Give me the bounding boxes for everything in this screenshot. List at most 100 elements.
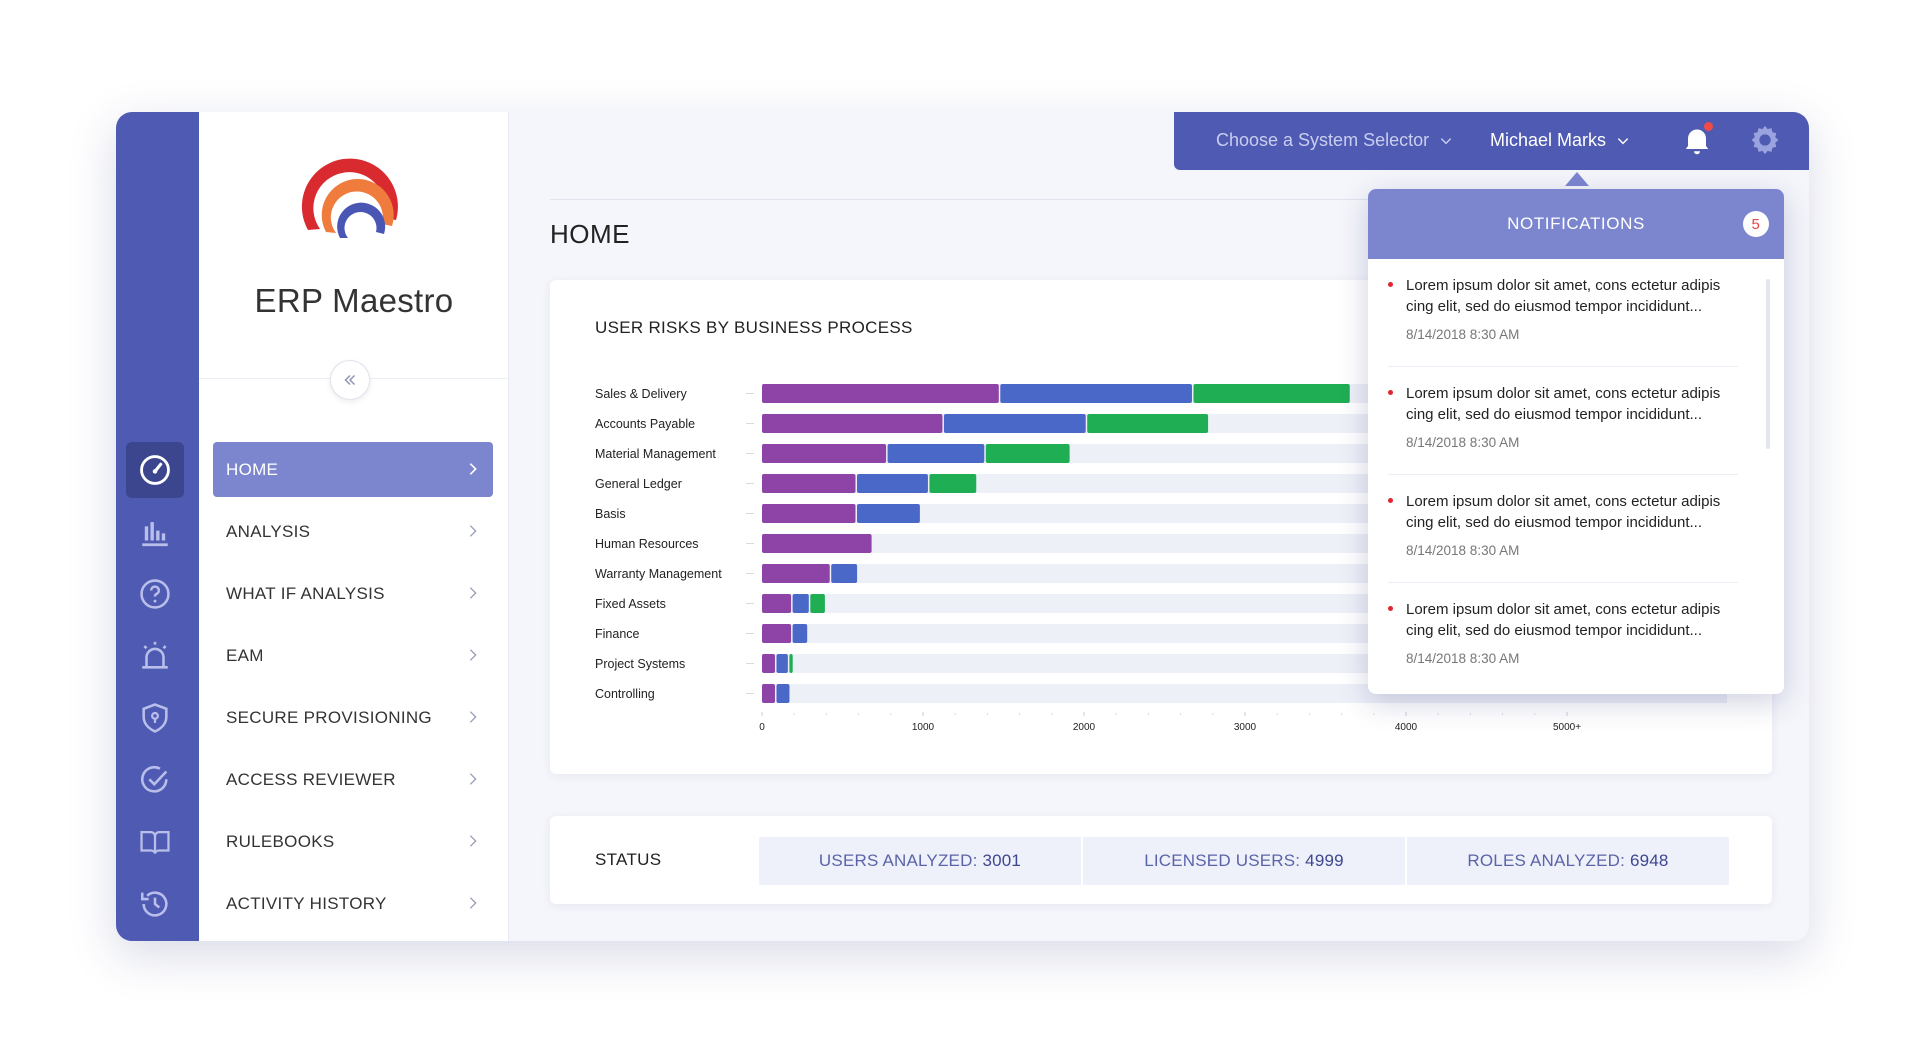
sidebar-item-rulebooks[interactable]: RULEBOOKS xyxy=(213,814,493,869)
rail-provisioning-button[interactable] xyxy=(126,690,184,746)
bar-segment xyxy=(762,534,872,553)
chevron-right-icon xyxy=(469,711,477,723)
rail-dashboard-button[interactable] xyxy=(126,442,184,498)
bar-segment xyxy=(762,414,943,433)
bar-segment xyxy=(856,474,928,493)
sidebar-item-label: ACCESS REVIEWER xyxy=(226,769,396,789)
roles-analyzed-label: ROLES ANALYZED: xyxy=(1467,851,1626,870)
chevron-right-icon xyxy=(469,525,477,537)
category-label: General Ledger xyxy=(595,477,682,491)
chevron-right-icon xyxy=(469,773,477,785)
sidebar-item-what-if-analysis[interactable]: WHAT IF ANALYSIS xyxy=(213,566,493,621)
bar-segment xyxy=(762,564,830,583)
licensed-users-stat: LICENSED USERS: 4999 xyxy=(1083,837,1405,885)
rail-eam-button[interactable] xyxy=(126,628,184,684)
bar-segment xyxy=(1087,414,1209,433)
chevron-down-icon xyxy=(1440,137,1452,144)
rail-rulebooks-button[interactable] xyxy=(126,814,184,870)
system-selector-label: Choose a System Selector xyxy=(1216,130,1430,150)
brand-name: ERP Maestro xyxy=(254,282,454,319)
user-risks-chart: Sales & Delivery Accounts Payable Material… xyxy=(595,384,1727,733)
page-title: HOME xyxy=(550,219,630,249)
category-label: Accounts Payable xyxy=(595,417,695,431)
category-label: Material Management xyxy=(595,447,716,461)
unread-dot xyxy=(1388,390,1393,395)
sidebar-item-label: SECURE PROVISIONING xyxy=(226,707,432,727)
rail-history-button[interactable] xyxy=(126,876,184,932)
category-label: Basis xyxy=(595,507,626,521)
notification-item[interactable]: Lorem ipsum dolor sit amet, cons ectetur… xyxy=(1388,475,1738,583)
notifications-scrollbar[interactable] xyxy=(1766,279,1770,449)
sidebar-item-label: ANALYSIS xyxy=(226,521,311,541)
notifications-count-badge: 5 xyxy=(1743,211,1769,237)
x-tick-label: 3000 xyxy=(1234,722,1257,733)
users-analyzed-value: 3001 xyxy=(982,851,1022,870)
icon-rail xyxy=(116,112,199,941)
bar-segment xyxy=(810,594,825,613)
sidebar-item-access-reviewer[interactable]: ACCESS REVIEWER xyxy=(213,752,493,807)
sidebar-item-label: EAM xyxy=(226,645,264,665)
gear-icon[interactable] xyxy=(1748,123,1782,157)
bar-segment xyxy=(943,414,1086,433)
sidebar-item-home[interactable]: HOME xyxy=(213,442,493,497)
x-tick-label: 1000 xyxy=(912,722,935,733)
double-chevron-left-icon xyxy=(344,374,356,386)
bar-segment xyxy=(776,654,788,673)
sidebar-item-activity-history[interactable]: ACTIVITY HISTORY xyxy=(213,876,493,931)
sidebar-item-secure-provisioning[interactable]: SECURE PROVISIONING xyxy=(213,690,493,745)
chevron-right-icon xyxy=(469,649,477,661)
collapse-sidebar-button[interactable] xyxy=(330,360,370,400)
notification-text: Lorem ipsum dolor sit amet, cons ectetur… xyxy=(1406,385,1721,423)
sidebar-item-label: ACTIVITY HISTORY xyxy=(226,893,387,913)
notification-text: Lorem ipsum dolor sit amet, cons ectetur… xyxy=(1406,601,1721,639)
category-label: Warranty Management xyxy=(595,567,722,581)
rail-analysis-button[interactable] xyxy=(126,504,184,560)
bell-icon[interactable] xyxy=(1679,122,1715,158)
bar-segment xyxy=(762,654,775,673)
unread-dot xyxy=(1388,606,1393,611)
notification-time: 8/14/2018 8:30 AM xyxy=(1406,651,1520,666)
chevron-right-icon xyxy=(469,587,477,599)
bar-chart-icon xyxy=(142,522,168,547)
bar-segment xyxy=(792,624,808,643)
bar-segment xyxy=(762,384,999,403)
sidebar-item-analysis[interactable]: ANALYSIS xyxy=(213,504,493,559)
bar-segment xyxy=(792,594,809,613)
book-icon xyxy=(140,830,170,854)
dashboard-icon xyxy=(140,455,170,485)
chevron-right-icon xyxy=(469,463,477,475)
notification-text: Lorem ipsum dolor sit amet, cons ectetur… xyxy=(1406,493,1721,531)
user-menu-dropdown[interactable]: Michael Marks xyxy=(1490,130,1630,151)
category-label: Controlling xyxy=(595,687,655,701)
notifications-header: NOTIFICATIONS 5 xyxy=(1368,189,1784,259)
notification-time: 8/14/2018 8:30 AM xyxy=(1406,435,1520,450)
notification-dot xyxy=(1704,122,1713,131)
unread-dot xyxy=(1388,498,1393,503)
bar-segment xyxy=(762,624,792,643)
category-label: Sales & Delivery xyxy=(595,387,687,401)
notification-item[interactable]: Lorem ipsum dolor sit amet, cons ectetur… xyxy=(1388,367,1738,475)
rail-what-if-button[interactable] xyxy=(126,566,184,622)
bar-segment xyxy=(776,684,790,703)
bar-segment xyxy=(762,684,775,703)
licensed-users-value: 4999 xyxy=(1305,851,1344,870)
alarm-icon xyxy=(142,641,168,669)
bar-segment xyxy=(831,564,858,583)
users-analyzed-label: USERS ANALYZED: xyxy=(818,851,978,870)
x-tick-label: 5000+ xyxy=(1553,722,1581,733)
system-selector-dropdown[interactable]: Choose a System Selector xyxy=(1216,130,1453,151)
licensed-users-label: LICENSED USERS: xyxy=(1144,851,1301,870)
sidebar-item-label: RULEBOOKS xyxy=(226,831,335,851)
notification-item[interactable]: Lorem ipsum dolor sit amet, cons ectetur… xyxy=(1388,583,1738,691)
status-label: STATUS xyxy=(595,850,662,869)
notification-item[interactable]: Lorem ipsum dolor sit amet, cons ectetur… xyxy=(1388,259,1738,367)
sidebar-item-eam[interactable]: EAM xyxy=(213,628,493,683)
bar-segment xyxy=(762,504,856,523)
user-name: Michael Marks xyxy=(1490,130,1607,150)
bar-segment xyxy=(762,594,792,613)
notification-text: Lorem ipsum dolor sit amet, cons ectetur… xyxy=(1406,277,1721,315)
shield-icon xyxy=(142,703,168,733)
bar-segment xyxy=(762,444,887,463)
rail-access-reviewer-button[interactable] xyxy=(126,752,184,808)
chevron-right-icon xyxy=(469,835,477,847)
